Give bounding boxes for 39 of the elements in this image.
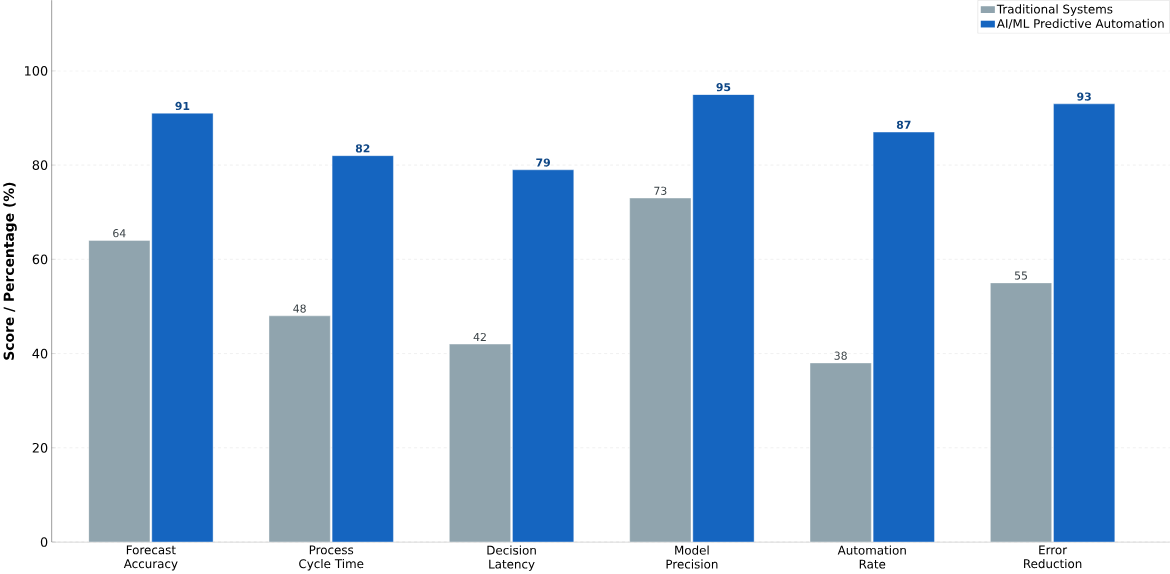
bar <box>990 282 1052 542</box>
bar <box>88 240 151 542</box>
bar <box>151 112 214 542</box>
y-tick-label: 20 <box>32 442 48 453</box>
x-tick-label: Automation Rate <box>837 545 906 569</box>
data-label: 93 <box>1077 92 1091 101</box>
bar <box>629 197 692 542</box>
y-tick-label: 40 <box>32 348 48 359</box>
x-tick-label: Decision Latency <box>487 545 536 571</box>
legend-label: Traditional Systems <box>996 4 1113 16</box>
y-tick-label: 0 <box>40 537 48 547</box>
data-label: 87 <box>896 120 911 129</box>
data-label: 79 <box>536 158 550 167</box>
data-label: 48 <box>293 304 306 313</box>
x-tick-label: Model Precision <box>666 545 718 569</box>
bar <box>1053 103 1115 542</box>
y-axis-title: Score / Percentage (%) <box>3 182 17 360</box>
bar <box>872 131 935 542</box>
x-tick-label: Forecast Accuracy <box>123 545 178 571</box>
bar <box>809 362 872 542</box>
data-label: 91 <box>175 101 190 111</box>
data-label: 73 <box>654 186 667 195</box>
bar <box>331 155 394 542</box>
data-label: 82 <box>355 144 370 153</box>
x-tick-label: Error Reduction <box>1024 545 1082 569</box>
y-tick-label: 60 <box>32 254 48 265</box>
data-label: 38 <box>834 351 847 360</box>
bar <box>268 315 331 542</box>
bar <box>512 169 574 542</box>
data-label: 42 <box>473 332 486 341</box>
data-label: 95 <box>716 82 731 92</box>
bar <box>692 94 755 542</box>
legend-label: AI/ML Predictive Automation <box>996 18 1164 29</box>
y-tick-label: 80 <box>32 160 48 170</box>
y-tick-label: 100 <box>25 65 48 76</box>
data-label: 64 <box>113 229 126 238</box>
bar <box>449 343 511 542</box>
data-label: 55 <box>1014 271 1027 280</box>
x-tick-label: Process Cycle Time <box>299 545 364 571</box>
